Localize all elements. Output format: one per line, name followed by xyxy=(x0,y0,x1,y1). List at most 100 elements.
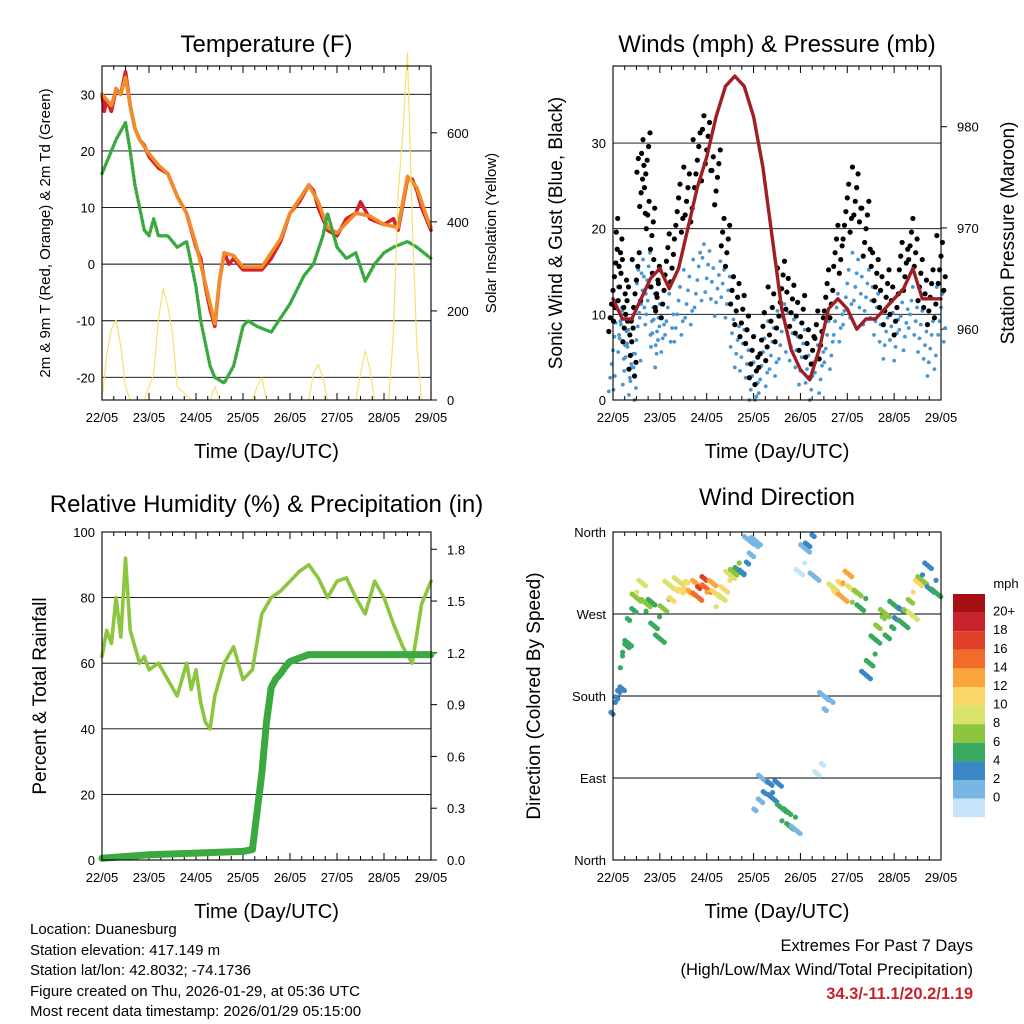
gust-point xyxy=(812,335,818,341)
gust-point xyxy=(941,287,947,293)
gust-point xyxy=(653,308,659,314)
gust-point xyxy=(722,263,729,269)
sonic-wind-point xyxy=(653,365,658,370)
sonic-wind-point xyxy=(679,333,684,337)
y-tick-label: 30 xyxy=(592,136,606,151)
gust-point xyxy=(721,215,727,222)
sonic-wind-point xyxy=(910,285,915,289)
gust-point xyxy=(638,190,644,196)
gust-point xyxy=(781,258,788,264)
gust-point xyxy=(856,219,863,225)
direction-point xyxy=(919,583,925,589)
sonic-wind-point xyxy=(662,322,666,327)
sonic-wind-point xyxy=(932,367,937,372)
sonic-wind-point xyxy=(688,322,693,327)
gust-point xyxy=(616,284,623,290)
gust-point xyxy=(685,185,691,191)
gust-point xyxy=(875,256,881,263)
chart-title: Temperature (F) xyxy=(180,31,352,58)
gust-point xyxy=(866,198,872,204)
gust-point xyxy=(629,256,635,263)
sonic-wind-point xyxy=(884,329,889,334)
sonic-wind-point xyxy=(809,387,814,392)
sonic-wind-point xyxy=(667,291,672,296)
y-tick-label: South xyxy=(572,689,606,704)
gust-point xyxy=(841,222,848,228)
direction-point xyxy=(770,789,776,796)
sonic-wind-point xyxy=(851,298,856,303)
total-rainfall-line xyxy=(98,651,435,862)
sonic-wind-point xyxy=(703,290,708,294)
gust-point xyxy=(815,308,821,314)
sonic-wind-point xyxy=(612,374,617,378)
sonic-wind-point xyxy=(805,367,809,372)
direction-point xyxy=(652,602,658,608)
gust-point xyxy=(922,291,928,297)
sonic-wind-point xyxy=(723,315,728,320)
sonic-wind-point xyxy=(695,278,700,283)
gust-point xyxy=(862,239,868,246)
x-tick-label: 23/05 xyxy=(644,410,677,425)
sonic-wind-point xyxy=(831,333,836,337)
y-tick-label: 40 xyxy=(81,722,95,737)
gust-point xyxy=(607,315,613,321)
gust-point xyxy=(714,174,721,180)
gust-point xyxy=(613,260,619,266)
gust-point xyxy=(836,270,842,276)
gust-point xyxy=(934,232,940,239)
gust-point xyxy=(630,325,636,331)
gust-point xyxy=(724,250,730,256)
gust-point xyxy=(730,274,737,280)
gust-point xyxy=(880,322,886,328)
y2-axis-title: Solar Insolation (Yellow) xyxy=(483,153,500,313)
sonic-wind-point xyxy=(793,365,798,370)
gust-point xyxy=(871,298,877,304)
gust-point xyxy=(619,256,625,263)
gust-point xyxy=(930,267,936,273)
y2-tick-label: 1.2 xyxy=(447,646,465,661)
gust-point xyxy=(823,294,829,300)
y-tick-label: 0 xyxy=(88,257,95,272)
direction-point xyxy=(933,577,939,583)
direction-point xyxy=(725,589,731,595)
y-tick-label: 80 xyxy=(81,591,95,606)
direction-point xyxy=(685,580,691,586)
sonic-wind-point xyxy=(913,319,918,324)
sonic-wind-point xyxy=(865,281,870,286)
direction-point xyxy=(860,607,867,613)
gust-point xyxy=(849,164,856,170)
gust-point xyxy=(769,304,775,311)
sonic-wind-point xyxy=(897,327,902,332)
gust-point xyxy=(805,327,812,333)
gust-point xyxy=(761,310,767,316)
2m-td-line xyxy=(100,120,433,385)
gust-point xyxy=(792,330,798,336)
sonic-wind-point xyxy=(773,374,778,378)
sonic-wind-point xyxy=(802,327,807,332)
sonic-wind-point xyxy=(724,302,729,306)
gust-point xyxy=(827,315,833,321)
gust-point xyxy=(914,236,920,242)
sonic-wind-point xyxy=(731,317,736,322)
colorbar-swatch xyxy=(953,705,985,725)
extremes-subtitle: (High/Low/Max Wind/Total Precipitation) xyxy=(680,961,973,979)
gust-point xyxy=(796,347,802,353)
gust-point xyxy=(621,304,627,311)
sonic-wind-point xyxy=(643,322,648,327)
gust-point xyxy=(720,229,726,235)
gust-point xyxy=(645,212,651,218)
x-tick-label: 22/05 xyxy=(597,870,630,885)
gust-point xyxy=(634,169,640,175)
gust-point xyxy=(643,226,649,232)
direction-point xyxy=(802,560,808,566)
sonic-wind-point xyxy=(845,281,850,286)
direction-point xyxy=(699,597,705,603)
gust-point xyxy=(729,287,735,293)
y2-axis-title: Station Pressure (Maroon) xyxy=(998,122,1019,345)
gust-point xyxy=(773,325,780,331)
y-axis-title: Sonic Wind & Gust (Blue, Black) xyxy=(546,97,567,369)
x-tick-label: 25/05 xyxy=(737,870,770,885)
direction-point xyxy=(778,783,785,789)
x-tick-label: 27/05 xyxy=(321,870,354,885)
gust-point xyxy=(824,280,830,287)
